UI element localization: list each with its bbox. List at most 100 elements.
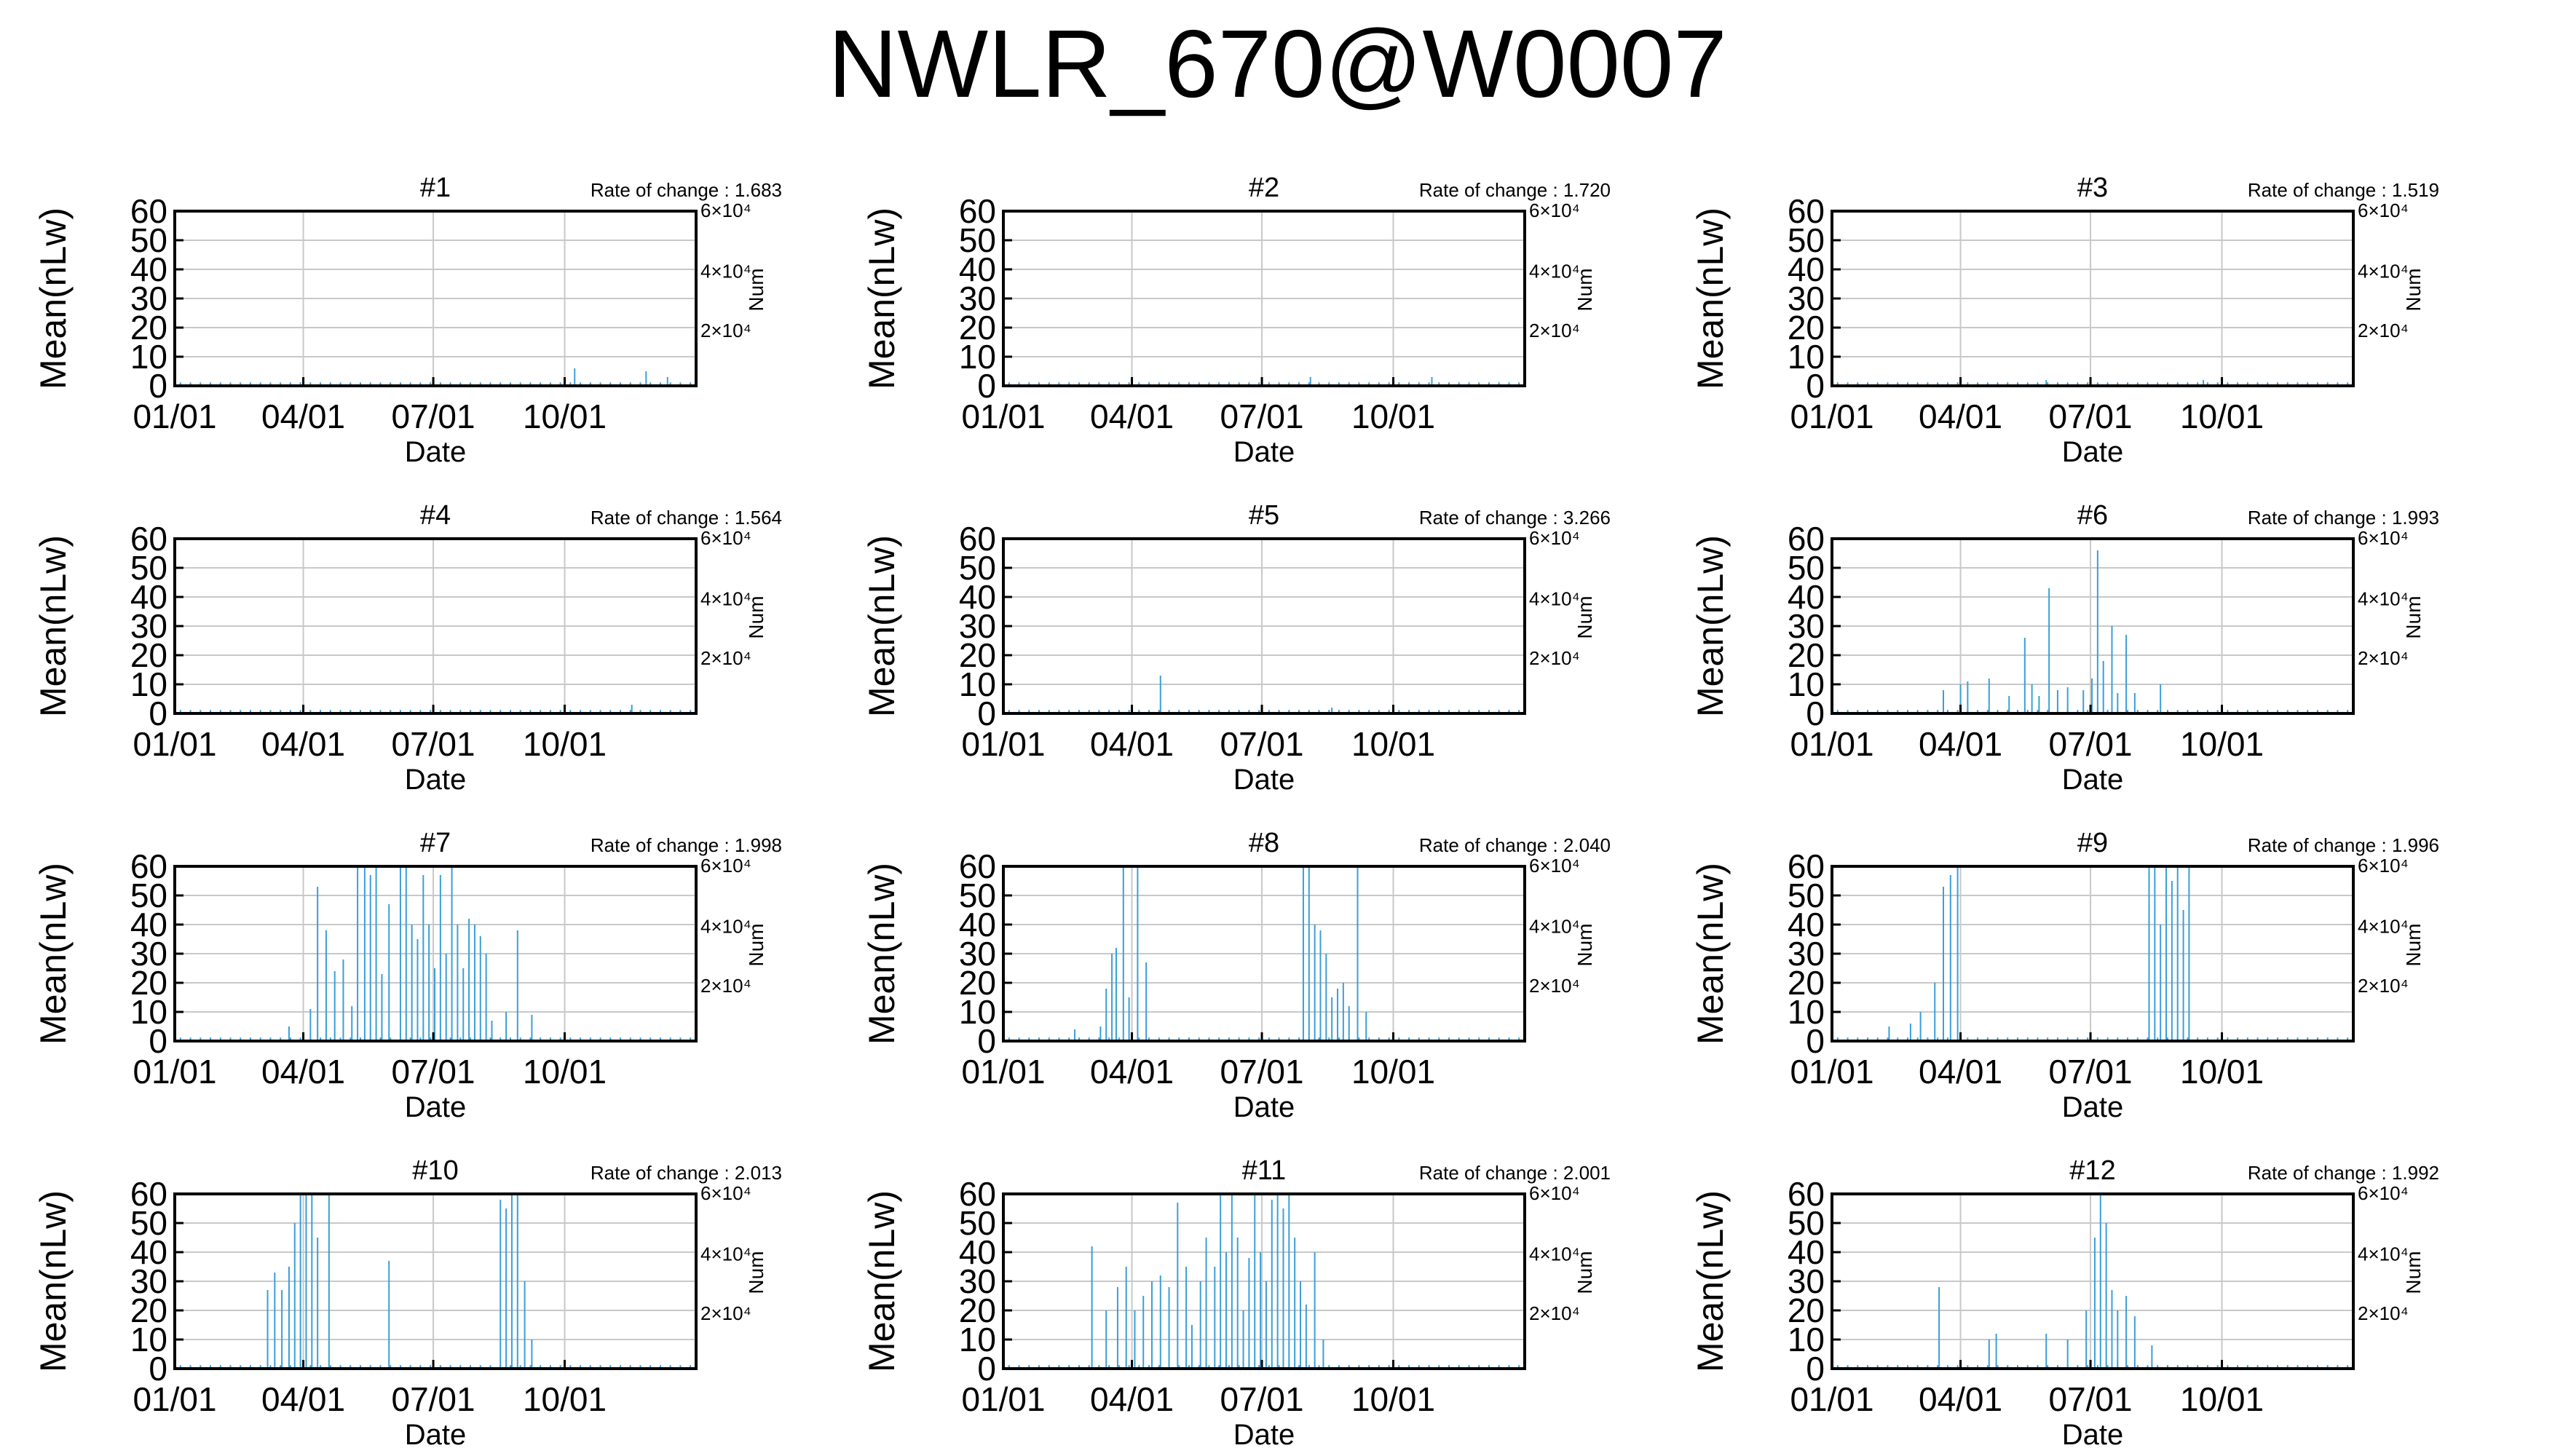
y2-tick-label: 2×10⁴ <box>2358 1302 2409 1324</box>
y2-tick-label: 2×10⁴ <box>1529 975 1580 997</box>
rate-of-change-label: Rate of change : 1.996 <box>2248 834 2439 856</box>
y2-tick-label: 2×10⁴ <box>2358 320 2409 341</box>
y-tick-label: 40 <box>1788 1233 1825 1271</box>
chart-title: #6 <box>2077 500 2108 531</box>
y-tick-label: 10 <box>1788 338 1825 376</box>
chart-title: #8 <box>1249 828 1279 858</box>
y-tick-label: 20 <box>1788 1291 1825 1329</box>
x-axis-label: Date <box>405 1091 467 1123</box>
y2-tick-label: 6×10⁴ <box>2358 527 2409 549</box>
y-tick-label: 30 <box>1788 280 1825 317</box>
y-tick-label: 0 <box>149 695 167 732</box>
y2-tick-label: 6×10⁴ <box>1529 1182 1580 1204</box>
x-tick-label: 04/01 <box>1919 1053 2002 1091</box>
y-tick-label: 20 <box>959 964 996 1002</box>
y2-tick-label: 2×10⁴ <box>2358 647 2409 669</box>
y-axis-label: Mean(nLw) <box>1690 863 1731 1045</box>
y-tick-label: 50 <box>959 1204 996 1242</box>
y2-axis-label: Num <box>1573 1251 1596 1294</box>
x-tick-label: 04/01 <box>1090 397 1174 435</box>
y2-axis-label: Num <box>1573 268 1596 311</box>
x-tick-label: 01/01 <box>133 1380 216 1418</box>
y2-tick-label: 2×10⁴ <box>700 975 751 997</box>
rate-of-change-label: Rate of change : 1.993 <box>2248 507 2439 529</box>
y-tick-label: 40 <box>130 250 167 288</box>
y-axis-label: Mean(nLw) <box>33 863 74 1045</box>
y-tick-label: 10 <box>130 665 167 703</box>
x-tick-label: 10/01 <box>2180 1380 2264 1418</box>
x-tick-label: 04/01 <box>261 397 345 435</box>
y2-tick-label: 6×10⁴ <box>700 199 751 221</box>
y-tick-label: 0 <box>977 1350 996 1388</box>
y-axis-label: Mean(nLw) <box>33 207 74 389</box>
x-tick-label: 01/01 <box>1790 1380 1873 1418</box>
chart-title: #2 <box>1249 173 1279 203</box>
x-axis-label: Date <box>1233 436 1295 468</box>
y2-tick-label: 4×10⁴ <box>700 1243 751 1265</box>
y-tick-label: 0 <box>1806 1350 1825 1388</box>
x-tick-label: 04/01 <box>261 725 345 763</box>
y-tick-label: 50 <box>130 877 167 914</box>
y2-tick-label: 6×10⁴ <box>1529 855 1580 877</box>
y-tick-label: 10 <box>1788 1321 1825 1358</box>
x-tick-label: 10/01 <box>2180 1053 2264 1091</box>
rate-of-change-label: Rate of change : 3.266 <box>1419 507 1611 529</box>
y-axis-label: Mean(nLw) <box>1690 1190 1731 1372</box>
y2-axis-label: Num <box>745 596 767 638</box>
chart-title: #5 <box>1249 500 1279 531</box>
x-axis-label: Date <box>405 764 467 796</box>
y-tick-label: 60 <box>959 520 996 558</box>
y2-tick-label: 4×10⁴ <box>700 588 751 610</box>
y-tick-label: 20 <box>959 309 996 347</box>
rate-of-change-label: Rate of change : 1.683 <box>591 179 782 201</box>
rate-of-change-label: Rate of change : 2.001 <box>1419 1162 1611 1184</box>
y-tick-label: 20 <box>130 636 167 674</box>
y-tick-label: 0 <box>149 1022 167 1060</box>
x-tick-label: 04/01 <box>1919 725 2002 763</box>
y-axis-label: Mean(nLw) <box>1690 207 1731 389</box>
y-tick-label: 30 <box>130 935 167 973</box>
x-tick-label: 04/01 <box>1090 725 1174 763</box>
y-tick-label: 30 <box>959 935 996 973</box>
x-axis-label: Date <box>1233 1091 1295 1123</box>
y-tick-label: 50 <box>1788 221 1825 259</box>
y-tick-label: 40 <box>130 906 167 943</box>
y2-tick-label: 6×10⁴ <box>2358 1182 2409 1204</box>
y2-tick-label: 4×10⁴ <box>1529 588 1580 610</box>
x-tick-label: 07/01 <box>2048 1053 2132 1091</box>
y-tick-label: 0 <box>1806 1022 1825 1060</box>
y-tick-label: 0 <box>977 1022 996 1060</box>
y-tick-label: 20 <box>130 1291 167 1329</box>
x-axis-label: Date <box>2062 1091 2124 1123</box>
x-tick-label: 04/01 <box>1919 1380 2002 1418</box>
x-tick-label: 01/01 <box>961 1380 1045 1418</box>
y-tick-label: 40 <box>959 250 996 288</box>
x-tick-label: 07/01 <box>1220 397 1303 435</box>
x-tick-label: 10/01 <box>2180 397 2264 435</box>
y2-tick-label: 2×10⁴ <box>700 320 751 341</box>
y-tick-label: 30 <box>959 280 996 317</box>
x-tick-label: 10/01 <box>523 1053 607 1091</box>
y-tick-label: 50 <box>130 1204 167 1242</box>
x-tick-label: 07/01 <box>2048 397 2132 435</box>
y2-tick-label: 4×10⁴ <box>2358 588 2409 610</box>
y-tick-label: 30 <box>959 1262 996 1300</box>
x-tick-label: 07/01 <box>391 1053 475 1091</box>
x-axis-label: Date <box>2062 436 2124 468</box>
x-tick-label: 07/01 <box>391 397 475 435</box>
y2-tick-label: 6×10⁴ <box>2358 855 2409 877</box>
x-tick-label: 01/01 <box>1790 1053 1873 1091</box>
y-tick-label: 50 <box>1788 549 1825 587</box>
y2-tick-label: 4×10⁴ <box>1529 916 1580 938</box>
y-tick-label: 20 <box>959 1291 996 1329</box>
y2-tick-label: 6×10⁴ <box>700 855 751 877</box>
y-tick-label: 20 <box>1788 309 1825 347</box>
x-tick-label: 10/01 <box>1351 725 1435 763</box>
y-tick-label: 60 <box>959 192 996 230</box>
y-tick-label: 40 <box>1788 250 1825 288</box>
y-tick-label: 40 <box>1788 578 1825 616</box>
x-tick-label: 07/01 <box>1220 1380 1303 1418</box>
y2-tick-label: 2×10⁴ <box>700 647 751 669</box>
y-tick-label: 0 <box>977 695 996 732</box>
